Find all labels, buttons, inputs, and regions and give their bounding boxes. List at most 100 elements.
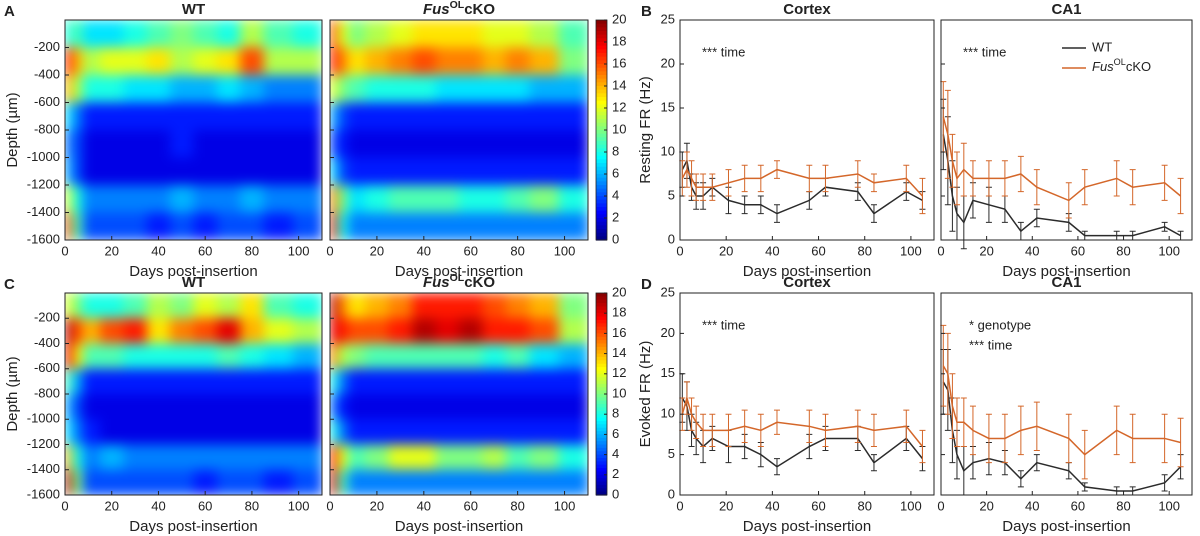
x-tick-label: 60: [811, 498, 825, 513]
heat-cell: [216, 20, 241, 48]
colorbar-band: [596, 397, 607, 402]
heat-cell: [337, 368, 349, 395]
y-tick-label: -400: [34, 66, 60, 81]
heat-cell: [263, 394, 294, 420]
heat-cell: [330, 469, 338, 496]
annotation: *** time: [702, 317, 745, 332]
heat-cell: [388, 444, 413, 471]
colorbar-band: [596, 34, 607, 39]
colorbar-band: [596, 414, 607, 419]
heat-cell: [558, 368, 589, 395]
heat-cell: [435, 47, 460, 76]
heat-cell: [82, 444, 101, 471]
colorbar-band: [596, 122, 607, 127]
heat-cell: [72, 318, 84, 344]
colorbar-tick-label: 10: [612, 121, 626, 136]
heat-cell: [365, 469, 390, 496]
heat-cell: [529, 419, 560, 445]
x-tick-label: 100: [900, 498, 922, 513]
heat-cell: [482, 368, 507, 395]
colorbar-band: [596, 407, 607, 412]
heat-cell: [123, 444, 148, 471]
heat-cell: [240, 75, 265, 103]
heat-cell: [482, 318, 507, 344]
colorbar-band: [596, 330, 607, 334]
colorbar-band: [596, 31, 607, 36]
colorbar-band: [596, 303, 607, 308]
heat-cell: [337, 157, 349, 186]
heat-cell: [123, 130, 148, 158]
chart-title: FusOLcKO: [423, 272, 495, 291]
heat-cell: [292, 130, 323, 158]
x-tick-label: 60: [1071, 498, 1085, 513]
heat-cell: [170, 419, 194, 445]
heat-cell: [65, 318, 73, 344]
series-line: [681, 158, 923, 215]
heat-cell: [100, 444, 124, 471]
heat-cell: [505, 419, 530, 445]
plot-frame: [679, 19, 935, 241]
colorbar-band: [596, 38, 607, 43]
heat-cell: [459, 394, 483, 420]
heat-cell: [72, 20, 84, 48]
colorbar-band: [596, 404, 607, 409]
heat-cell: [388, 212, 413, 241]
plot-frame: [940, 292, 1193, 496]
colorbar-tick-label: 6: [612, 165, 619, 180]
heat-cell: [123, 157, 148, 186]
heat-cell: [193, 394, 218, 420]
heat-cell: [100, 47, 124, 76]
heat-cell: [529, 185, 560, 213]
heat-cell: [82, 394, 101, 420]
heat-cell: [65, 47, 73, 76]
heat-cell: [100, 343, 124, 370]
y-axis-label: Resting FR (Hz): [637, 76, 654, 184]
heat-cell: [170, 444, 194, 471]
heat-cell: [240, 368, 265, 395]
heat-cell: [505, 75, 530, 103]
heat-cell: [558, 343, 589, 370]
heat-cell: [193, 368, 218, 395]
colorbar-band: [596, 427, 607, 432]
y-tick-label: 5: [668, 187, 675, 202]
heat-cell: [146, 185, 171, 213]
heat-cell: [193, 102, 218, 131]
heat-cell: [292, 368, 323, 395]
heat-cell: [65, 394, 73, 420]
y-tick-label: 25: [661, 284, 675, 299]
colorbar-band: [596, 86, 607, 91]
heat-cell: [347, 75, 366, 103]
heat-cell: [337, 130, 349, 158]
chart-title: CA1: [1051, 1, 1081, 18]
heat-cell: [337, 318, 349, 344]
heat-cell: [482, 343, 507, 370]
heat-cell: [337, 20, 349, 48]
heat-cell: [330, 444, 338, 471]
heat-cell: [193, 20, 218, 48]
heat-cell: [459, 185, 483, 213]
heat-cell: [435, 368, 460, 395]
y-tick-label: 5: [668, 446, 675, 461]
heat-cell: [365, 20, 390, 48]
annotation: *** time: [702, 44, 745, 59]
heat-cell: [365, 130, 390, 158]
heat-cell: [123, 368, 148, 395]
heat-cell: [240, 293, 265, 319]
heat-cell: [435, 444, 460, 471]
colorbar-band: [596, 309, 607, 314]
heat-cell: [240, 343, 265, 370]
x-axis-label: Days post-insertion: [395, 263, 523, 280]
heat-cell: [558, 444, 589, 471]
colorbar-band: [596, 293, 607, 297]
x-axis-label: Days post-insertion: [743, 263, 871, 280]
heat-cell: [435, 318, 460, 344]
heat-cell: [482, 102, 507, 131]
heat-cell: [365, 47, 390, 76]
x-tick-label: 40: [1025, 498, 1039, 513]
colorbar-band: [596, 163, 607, 168]
colorbar-band: [596, 144, 607, 149]
x-tick-label: 100: [288, 243, 310, 258]
panel-label: A: [4, 3, 15, 20]
x-tick-label: 80: [245, 243, 259, 258]
